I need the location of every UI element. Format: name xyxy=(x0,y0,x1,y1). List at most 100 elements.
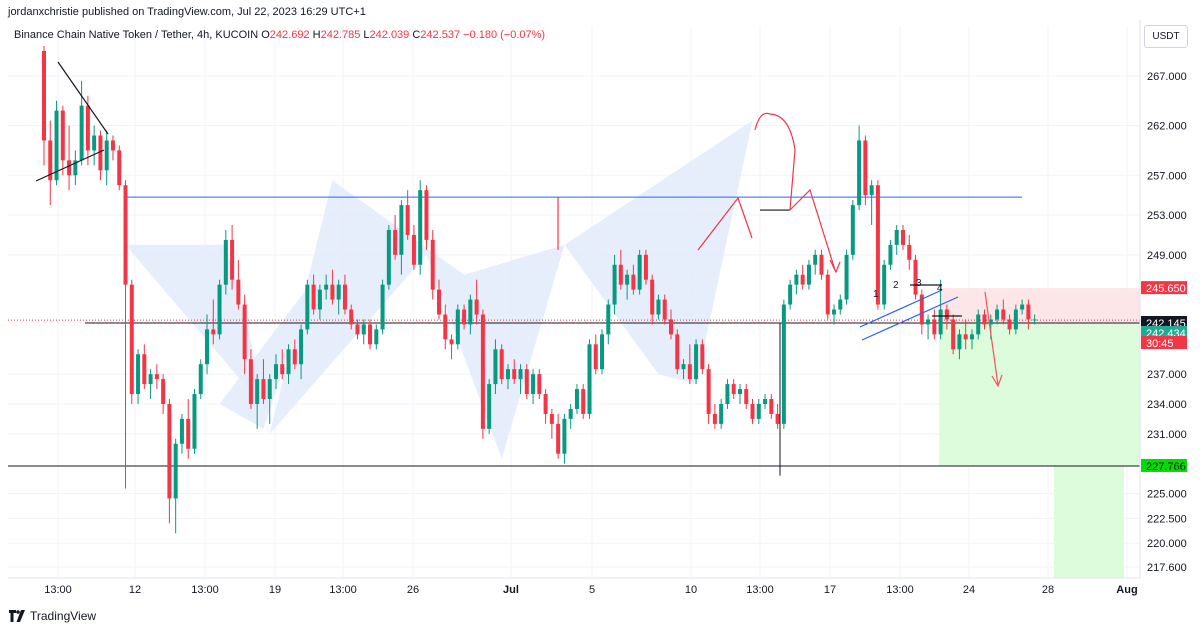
candle-body xyxy=(1026,304,1031,320)
candle-body xyxy=(976,314,981,335)
candle-body xyxy=(255,379,260,404)
price-label-bg xyxy=(1141,315,1187,329)
candle-body xyxy=(750,403,755,419)
candle xyxy=(857,125,862,211)
candle xyxy=(913,254,918,300)
tradingview-logo-icon xyxy=(9,610,25,622)
candle-body xyxy=(317,289,322,310)
candle-body xyxy=(969,334,974,340)
candle xyxy=(405,190,410,240)
candle-body xyxy=(60,110,65,161)
candle-body xyxy=(694,344,699,380)
candle xyxy=(161,374,166,414)
candle-body xyxy=(330,284,335,300)
candle xyxy=(136,349,141,404)
candle-body xyxy=(443,314,448,340)
candle xyxy=(524,364,529,400)
candle-body xyxy=(593,344,598,370)
candle xyxy=(763,394,768,409)
candle xyxy=(656,294,661,320)
candle-body xyxy=(587,344,592,414)
candle-body xyxy=(499,349,504,380)
candle xyxy=(643,249,648,285)
candle xyxy=(926,314,931,340)
candle xyxy=(562,413,567,464)
candle xyxy=(430,229,435,300)
price-tick-label: 267.000 xyxy=(1147,71,1187,83)
candle-body xyxy=(919,294,924,325)
ohlc-low: 242.039 xyxy=(369,29,410,41)
time-tick-label: 5 xyxy=(589,584,595,596)
time-axis[interactable]: 13:00 12 13:00 19 13:00 26 Jul 5 10 13:00 17 13:00 2… xyxy=(8,577,1140,596)
candle-body xyxy=(192,394,197,449)
candle xyxy=(938,279,943,340)
price-tick-label: 262.000 xyxy=(1147,121,1187,133)
candle xyxy=(587,339,592,419)
candle-body xyxy=(888,244,893,265)
time-tick-label: 13:00 xyxy=(886,584,914,596)
candle xyxy=(512,359,517,385)
arrow-head xyxy=(829,259,841,274)
candle xyxy=(850,200,855,260)
annotations: 1 2 3 4 xyxy=(35,61,1003,388)
candle xyxy=(505,364,510,390)
candle xyxy=(618,249,623,290)
currency-button[interactable]: USDT xyxy=(1144,25,1188,48)
candle-body xyxy=(1020,304,1025,310)
candle-body xyxy=(242,304,247,360)
candle-body xyxy=(230,239,235,280)
candle-body xyxy=(462,309,467,325)
candle xyxy=(299,324,304,380)
price-tick-label: 257.000 xyxy=(1147,170,1187,182)
candle-body xyxy=(179,418,184,444)
pattern-triangle xyxy=(219,279,314,429)
candle xyxy=(731,379,736,400)
candlestick-series xyxy=(42,46,1037,534)
candle-body xyxy=(606,304,611,335)
candle xyxy=(675,329,680,375)
candle-body xyxy=(1013,309,1018,330)
candle-body xyxy=(48,140,53,181)
price-axis[interactable]: 267.000 262.000 257.000 253.000 249.000 237.0… xyxy=(1139,20,1187,578)
candle xyxy=(493,339,498,395)
candle-body xyxy=(938,309,943,335)
candle-body xyxy=(123,185,128,285)
candle xyxy=(900,224,905,250)
time-tick-label: 13:00 xyxy=(44,584,72,596)
channel-line xyxy=(861,296,959,341)
price-label: 30:45 xyxy=(1141,335,1187,350)
candle xyxy=(1013,304,1018,335)
candle xyxy=(342,274,347,315)
candle-body xyxy=(524,369,529,395)
candle xyxy=(198,359,203,400)
candle-body xyxy=(813,254,818,265)
time-tick-label: 28 xyxy=(1042,584,1054,596)
candle-body xyxy=(355,324,360,335)
ohlc-high-label: H xyxy=(312,29,321,41)
candle-body xyxy=(531,374,536,395)
candle-body xyxy=(882,264,887,305)
candle xyxy=(832,304,837,325)
candle-body xyxy=(537,374,542,395)
candle-body xyxy=(756,403,761,419)
candle-body xyxy=(430,239,435,290)
candle xyxy=(838,294,843,315)
candle xyxy=(556,413,561,459)
candle-body xyxy=(838,299,843,310)
candle xyxy=(737,384,742,404)
candle-body xyxy=(474,299,479,315)
candle xyxy=(462,304,467,330)
candle-body xyxy=(800,274,805,285)
candle-body xyxy=(493,349,498,385)
candle xyxy=(411,224,416,270)
candle xyxy=(932,309,937,340)
price-tick-label: 231.000 xyxy=(1147,429,1187,441)
candle-body xyxy=(110,140,115,151)
candle xyxy=(863,135,868,206)
candle xyxy=(593,334,598,375)
candle-body xyxy=(562,418,567,454)
candle xyxy=(242,294,247,375)
red-pattern-arrows xyxy=(697,112,836,271)
candle xyxy=(336,279,341,315)
